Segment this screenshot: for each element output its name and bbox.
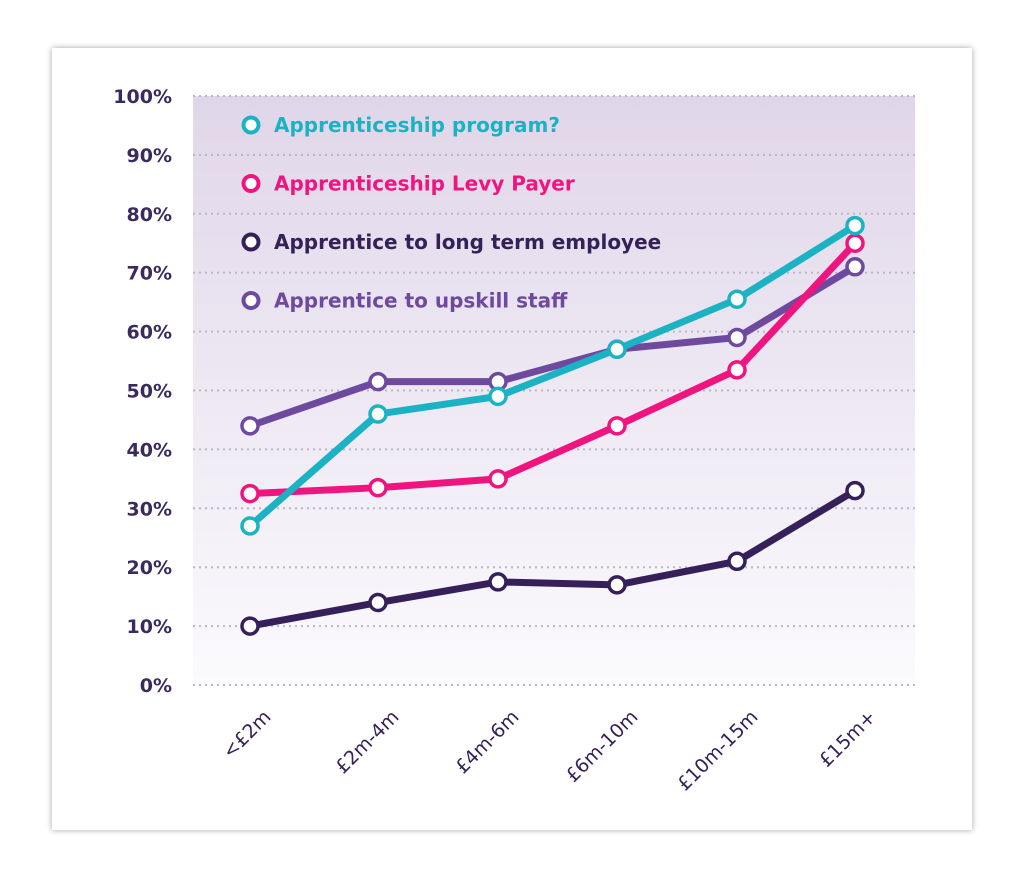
x-tick-label: £10m-15m [673, 706, 762, 795]
legend-label: Apprentice to upskill staff [274, 289, 568, 313]
x-tick-label: £4m-6m [451, 706, 523, 778]
y-tick-label: 80% [127, 204, 172, 226]
series-line [249, 240, 858, 498]
data-point [727, 289, 747, 309]
data-point [488, 572, 508, 592]
data-point [607, 339, 627, 360]
y-tick-label: 70% [127, 263, 172, 285]
data-point [845, 480, 865, 501]
y-tick-label: 30% [127, 498, 172, 520]
data-point [845, 215, 865, 236]
x-tick-label: £2m-4m [331, 706, 403, 778]
data-point [240, 483, 260, 504]
data-point [488, 469, 508, 489]
y-tick-label: 50% [127, 381, 172, 403]
legend-marker [241, 174, 261, 193]
y-tick-label: 100% [113, 86, 172, 108]
y-tick-label: 10% [127, 616, 172, 638]
data-point [240, 516, 260, 536]
data-point [368, 404, 388, 424]
legend-label: Apprentice to long term employee [274, 230, 661, 254]
data-point [727, 360, 747, 380]
y-tick-label: 60% [127, 322, 172, 344]
data-point [240, 616, 260, 636]
series-line [249, 487, 857, 630]
data-point [607, 575, 627, 595]
data-point [240, 416, 260, 436]
y-tick-label: 90% [127, 145, 172, 167]
data-point [368, 371, 388, 392]
series-line [247, 222, 857, 529]
data-point [607, 416, 627, 436]
y-tick-label: 20% [127, 557, 172, 579]
x-tick-label: <£2m [219, 706, 276, 763]
x-tick-label: £15m+ [815, 706, 881, 772]
y-tick-label: 0% [140, 675, 172, 697]
x-tick-label: £6m-10m [562, 706, 643, 787]
legend-label: Apprenticeship Levy Payer [274, 172, 575, 196]
data-point [727, 327, 747, 348]
legend-marker [241, 232, 261, 252]
data-point [368, 592, 388, 613]
data-point [368, 477, 388, 498]
series-line [248, 263, 857, 430]
legend-label: Apprenticeship program? [274, 113, 560, 137]
data-point [845, 233, 865, 253]
legend-marker [241, 291, 261, 310]
y-tick-label: 40% [127, 439, 172, 461]
data-point [488, 386, 508, 407]
data-point [845, 257, 865, 277]
data-point [727, 551, 747, 572]
legend-marker [241, 115, 261, 135]
